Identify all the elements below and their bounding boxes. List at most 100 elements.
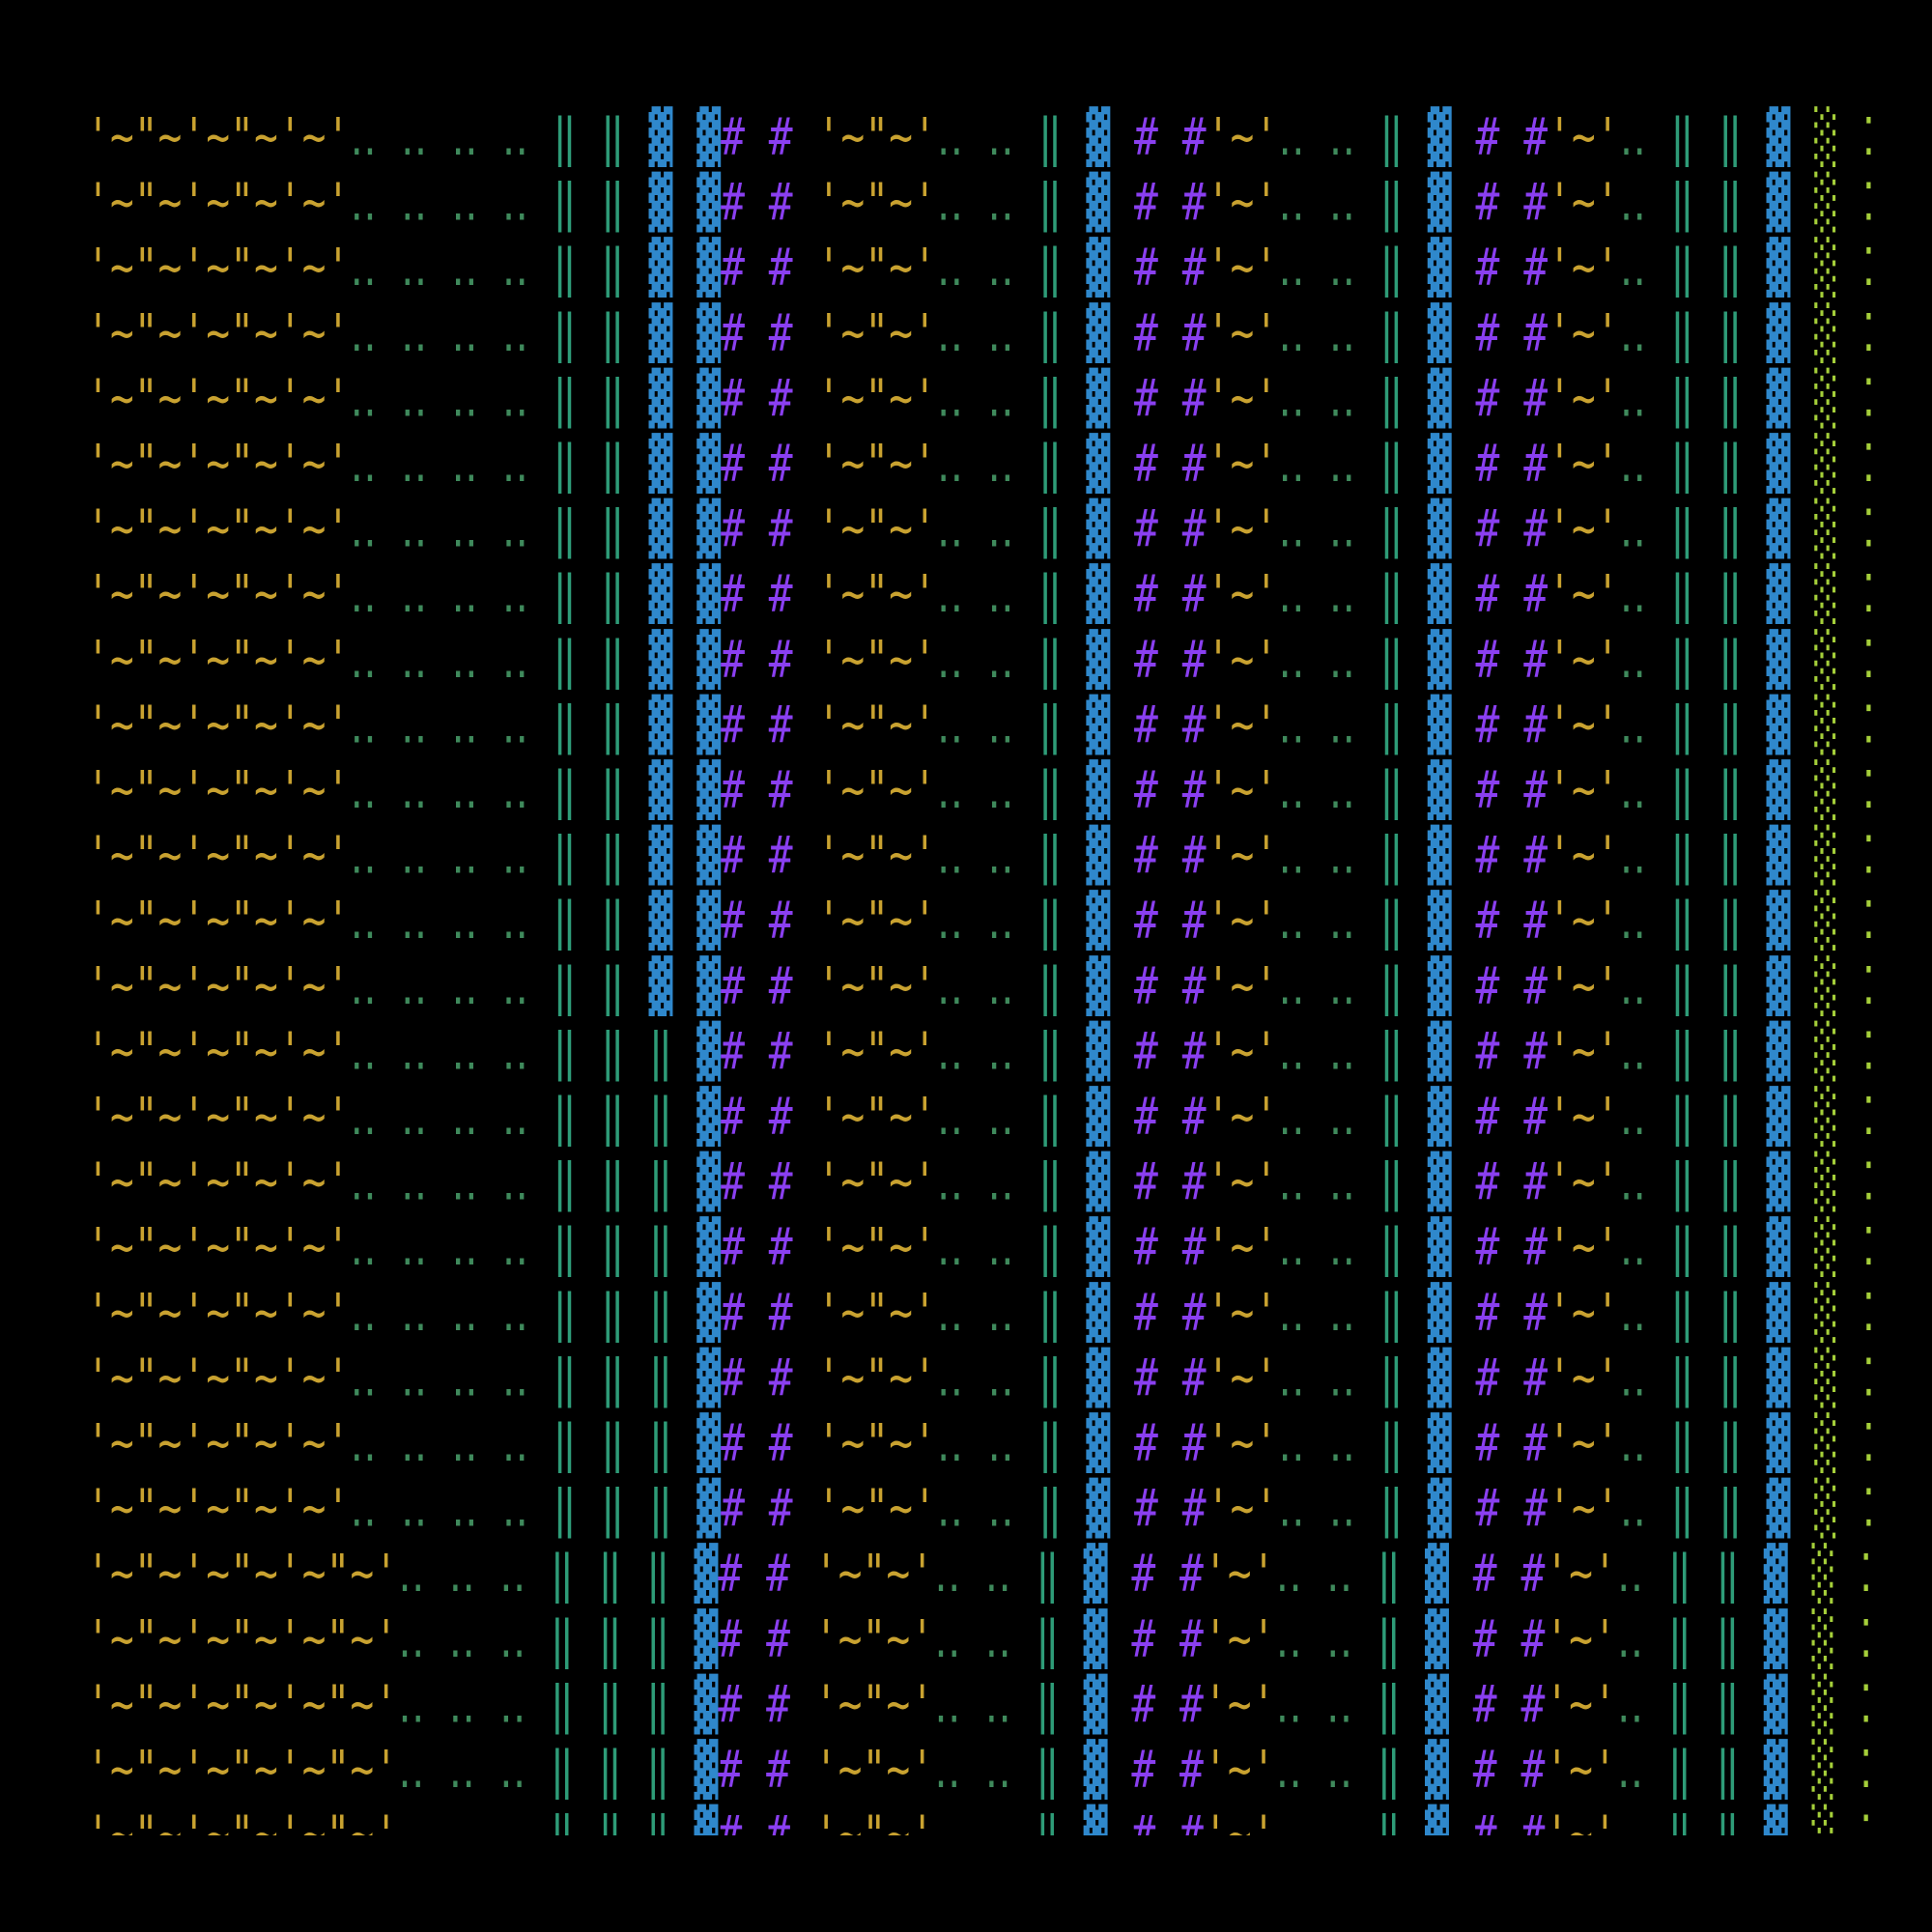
space [427, 1349, 451, 1408]
space [963, 1284, 987, 1344]
space [1449, 1675, 1473, 1735]
space [1060, 1741, 1084, 1801]
space [1404, 1414, 1428, 1474]
space [672, 1022, 696, 1082]
hash-glyph: # [1134, 1152, 1158, 1212]
hash-glyph: # [769, 631, 793, 691]
space [1694, 1479, 1719, 1539]
space [1694, 435, 1719, 495]
space [1790, 892, 1814, 952]
hash-glyph: # [1179, 1805, 1204, 1865]
space [625, 1088, 649, 1148]
space [1790, 1218, 1814, 1278]
dot-glyph: ‥ [451, 369, 478, 429]
hash-glyph: # [1134, 696, 1158, 755]
dot-glyph: ‥ [451, 239, 478, 298]
space [1355, 565, 1379, 625]
dot-glyph: ‥ [934, 1610, 961, 1670]
space [478, 173, 502, 233]
block-glyph: ▓ [695, 1739, 719, 1801]
space [1404, 1218, 1428, 1278]
space [526, 1675, 551, 1735]
dot-glyph: ‥ [398, 1610, 425, 1670]
dot-glyph: ‥ [350, 631, 377, 691]
hash-glyph: # [721, 565, 745, 625]
space [528, 1479, 553, 1539]
space [377, 826, 401, 886]
dot-glyph: ‥ [398, 1545, 425, 1605]
space [427, 892, 451, 952]
bar-glyph: ‖ [649, 1414, 673, 1474]
bar-glyph: ‖ [1379, 1088, 1404, 1148]
dot-glyph: ‥ [937, 1152, 964, 1212]
space [1110, 631, 1134, 691]
bar-glyph: ‖ [553, 761, 577, 821]
bar-glyph: ‖ [1670, 761, 1694, 821]
yellow-glyph: '~' [1207, 239, 1279, 298]
shade-glyph: ⁚ [1862, 1349, 1875, 1408]
dot-glyph: ‥ [1278, 957, 1305, 1017]
bar-glyph: ‖ [1719, 1349, 1743, 1408]
yellow-glyph: '~' [1207, 173, 1279, 233]
space [377, 1414, 401, 1474]
terminal-row: '~"~'~"~'~'‥ ‥ ‥ ‥ ‖ ‖ ▓ ▓# # '~"~'‥ ‥ ‖… [86, 106, 1875, 168]
hash-glyph: # [1134, 304, 1158, 364]
yellow-glyph: '~"~'~"~'~' [86, 565, 350, 625]
hash-glyph: # [769, 1479, 793, 1539]
dot-glyph: ‥ [984, 1545, 1011, 1605]
space [1838, 173, 1862, 233]
shade-glyph: ░ [1814, 433, 1838, 495]
space [1355, 1152, 1379, 1212]
space [1452, 499, 1476, 559]
space [1838, 239, 1862, 298]
dot-glyph: ‥ [401, 957, 428, 1017]
dot-glyph: ‥ [1329, 173, 1356, 233]
dot-glyph: ‥ [1278, 239, 1305, 298]
space [478, 1479, 502, 1539]
space [793, 892, 817, 952]
hash-glyph: # [721, 826, 745, 886]
space [1743, 173, 1767, 233]
hash-glyph: # [721, 369, 745, 429]
dot-glyph: ‥ [1278, 1022, 1305, 1082]
shade-glyph: ░ [1811, 1739, 1835, 1801]
space [427, 1022, 451, 1082]
space [1110, 1414, 1134, 1474]
space [625, 108, 649, 168]
dot-glyph: ‥ [1329, 957, 1356, 1017]
dot-glyph: ‥ [1326, 1805, 1353, 1865]
block-glyph: ▓ [1428, 1020, 1452, 1082]
space [1404, 1479, 1428, 1539]
dot-glyph: ‥ [502, 369, 529, 429]
space [1014, 239, 1038, 298]
space [1452, 1218, 1476, 1278]
bar-glyph: ‖ [601, 239, 625, 298]
dot-glyph: ‥ [350, 1152, 377, 1212]
bar-glyph: ‖ [553, 108, 577, 168]
space [1355, 892, 1379, 952]
dot-glyph: ‥ [451, 173, 478, 233]
bar-glyph: ‖ [601, 1022, 625, 1082]
yellow-glyph: '~"~' [814, 1805, 934, 1865]
space [1499, 173, 1523, 233]
block-glyph: ▓ [1428, 237, 1452, 298]
space [745, 239, 769, 298]
block-glyph: ▓ [1428, 497, 1452, 559]
space [793, 1349, 817, 1408]
bar-glyph: ‖ [1379, 1349, 1404, 1408]
bar-glyph: ‖ [553, 957, 577, 1017]
bar-glyph: ‖ [1038, 108, 1063, 168]
yellow-glyph: '~' [1548, 173, 1620, 233]
space [1107, 1545, 1131, 1605]
space [1838, 761, 1862, 821]
space [1014, 1218, 1038, 1278]
dot-glyph: ‥ [987, 957, 1014, 1017]
space [1355, 239, 1379, 298]
bar-glyph: ‖ [553, 304, 577, 364]
dot-glyph: ‥ [987, 304, 1014, 364]
hash-glyph: # [1523, 369, 1548, 429]
terminal-row: '~"~'~"~'~'‥ ‥ ‥ ‥ ‖ ‖ ‖ ▓# # '~"~'‥ ‥ ‖… [86, 1020, 1875, 1082]
space [1790, 1088, 1814, 1148]
space [1646, 892, 1670, 952]
yellow-glyph: '~"~' [817, 892, 937, 952]
